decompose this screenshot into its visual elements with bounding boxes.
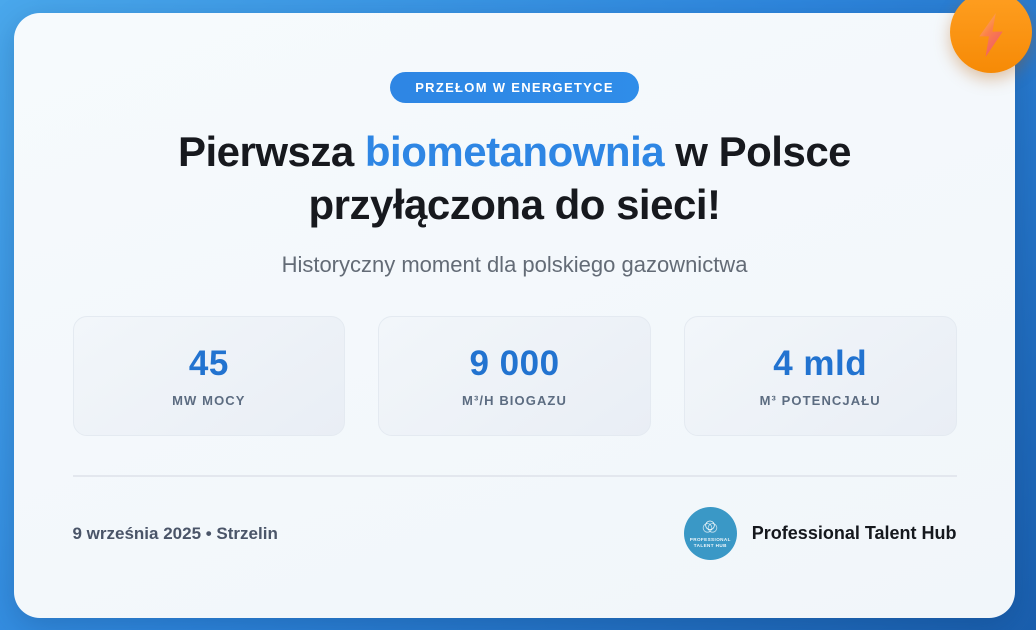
- corner-energy-badge: [950, 0, 1032, 73]
- subtitle: Historyczny moment dla polskiego gazowni…: [281, 252, 748, 277]
- interlocking-rings-icon: [703, 520, 718, 533]
- headline-post: w Polsce: [675, 128, 852, 175]
- logo-text-line2: TALENT HUB: [693, 542, 727, 548]
- stat-value: 9 000: [469, 344, 560, 383]
- stat-card-power: 45 MW MOCY: [72, 316, 346, 436]
- topic-badge-label: PRZEŁOM W ENERGETYCE: [415, 80, 614, 95]
- headline-highlight: biometanownia: [364, 128, 665, 175]
- stat-label: M³ POTENCJAŁU: [759, 393, 881, 408]
- footer-divider: [72, 475, 957, 477]
- stat-value: 4 mld: [773, 344, 868, 383]
- stat-label: MW MOCY: [172, 393, 246, 408]
- content-card: PRZEŁOM W ENERGETYCE Pierwsza biometanow…: [14, 13, 1015, 618]
- brand-logo: PROFESSIONAL TALENT HUB: [683, 507, 737, 560]
- stats-row: 45 MW MOCY 9 000 M³/H BIOGAZU 4 mld M³ P…: [72, 316, 957, 436]
- headline-line2: przyłączona do sieci!: [308, 181, 721, 228]
- footer: 9 września 2025 • Strzelin PROFESSIONAL …: [73, 507, 957, 560]
- lightning-bolt-icon: [979, 13, 1003, 57]
- stat-card-biogas: 9 000 M³/H BIOGAZU: [378, 316, 651, 436]
- stat-label: M³/H BIOGAZU: [462, 393, 567, 408]
- brand-lockup: PROFESSIONAL TALENT HUB Professional Tal…: [683, 507, 957, 560]
- headline-line1: Pierwsza biometanownia w Polsce: [177, 128, 852, 175]
- headline-pre: Pierwsza: [177, 128, 354, 175]
- headline: Pierwsza biometanownia w Polsce przyłącz…: [177, 125, 852, 231]
- logo-text: PROFESSIONAL TALENT HUB: [690, 537, 731, 549]
- stat-card-potential: 4 mld M³ POTENCJAŁU: [683, 316, 957, 436]
- date-location: 9 września 2025 • Strzelin: [72, 523, 278, 543]
- stat-value: 45: [188, 344, 229, 383]
- logo-text-line1: PROFESSIONAL: [689, 536, 731, 542]
- brand-name: Professional Talent Hub: [751, 523, 957, 543]
- topic-badge: PRZEŁOM W ENERGETYCE: [390, 72, 639, 103]
